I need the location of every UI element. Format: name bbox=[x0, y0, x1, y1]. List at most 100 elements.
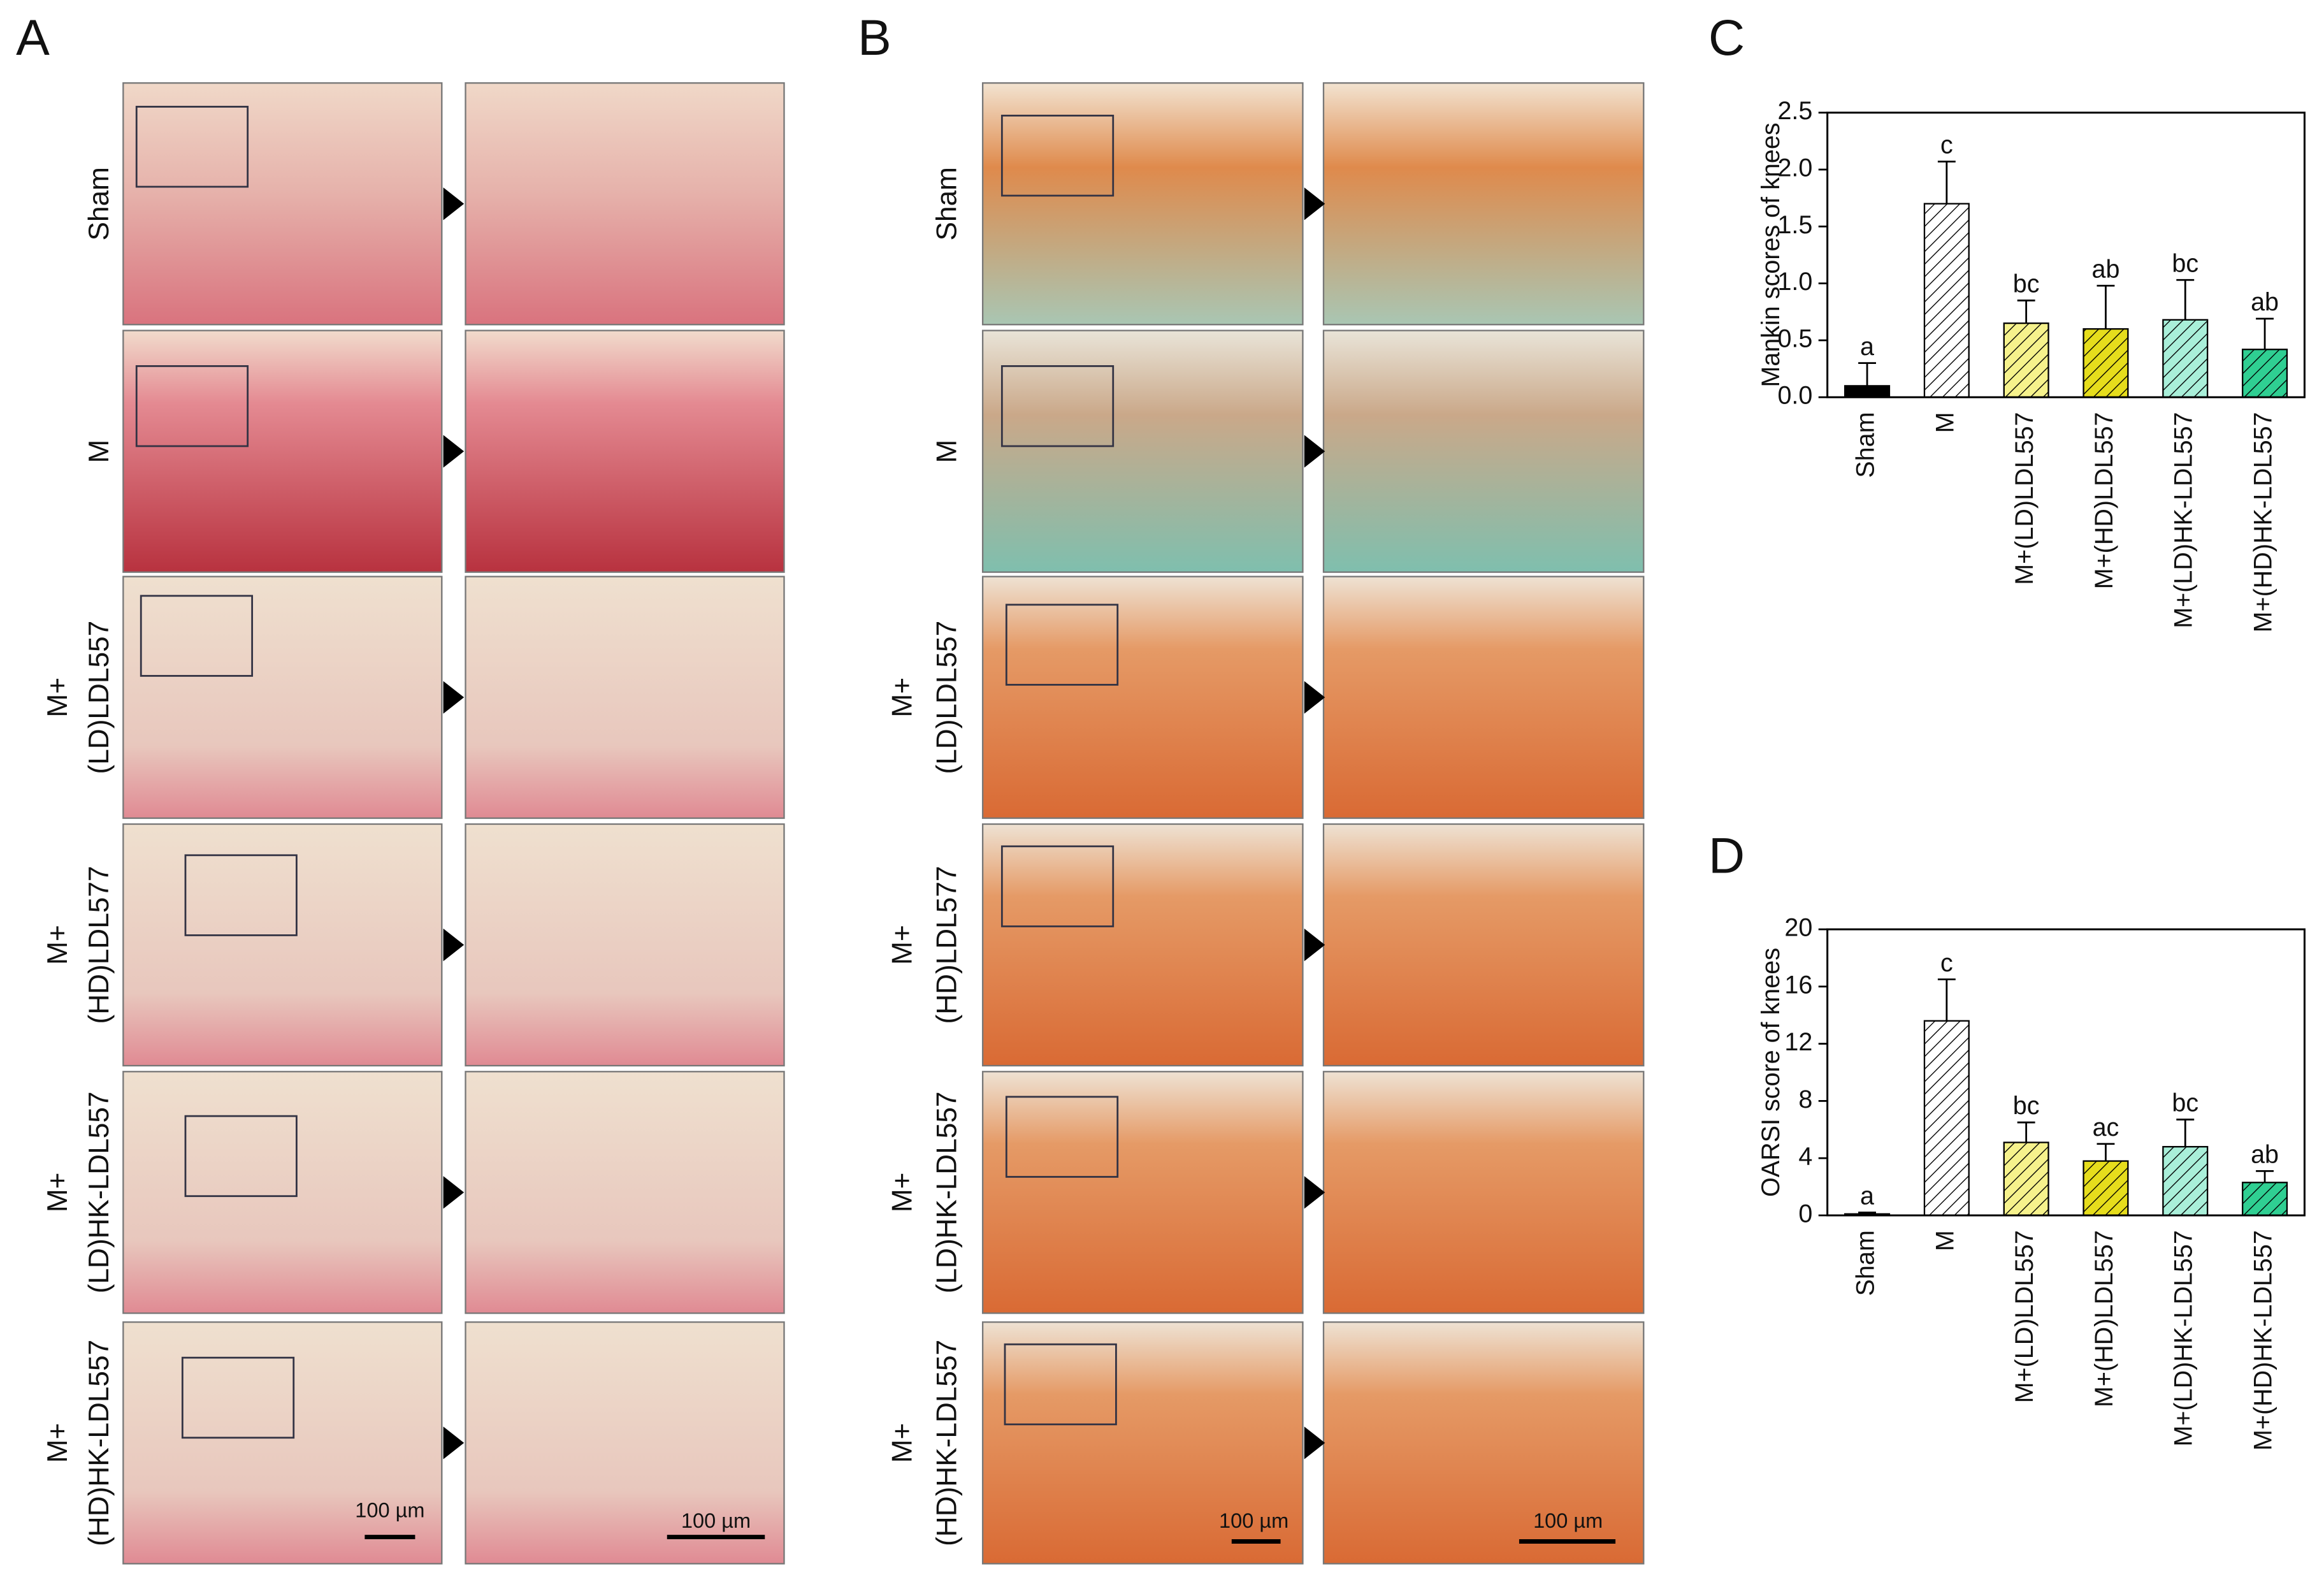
error-bar bbox=[2256, 1170, 2274, 1183]
micrograph bbox=[122, 1071, 443, 1314]
zoom-arrow bbox=[443, 435, 465, 468]
row-label: M+ bbox=[887, 925, 918, 965]
y-tick-label: 0 bbox=[1798, 1199, 1812, 1228]
bar bbox=[1844, 385, 1891, 398]
micrograph bbox=[465, 330, 785, 573]
error-bar bbox=[1858, 362, 1877, 386]
row-label: (HD)HK-LDL557 bbox=[931, 1340, 962, 1546]
zoom-box bbox=[135, 365, 249, 447]
y-tick-label: 2.5 bbox=[1777, 97, 1812, 125]
error-bar bbox=[1937, 161, 1956, 204]
micrograph bbox=[981, 330, 1304, 573]
micrograph bbox=[1322, 576, 1645, 819]
y-tick-label: 16 bbox=[1784, 971, 1812, 999]
zoom-arrow bbox=[443, 681, 465, 714]
row-label: (HD)LDL577 bbox=[931, 866, 962, 1024]
zoom-box bbox=[184, 1115, 298, 1198]
micrograph bbox=[1322, 330, 1645, 573]
micrograph bbox=[465, 823, 785, 1067]
y-tick-label: 2.0 bbox=[1777, 154, 1812, 182]
zoom-arrow bbox=[1304, 1426, 1325, 1460]
bar bbox=[2162, 1146, 2209, 1217]
y-axis-label: OARSI score of knees bbox=[1757, 948, 1785, 1197]
significance-letter: a bbox=[1860, 1182, 1874, 1210]
x-tick-label: Sham bbox=[1851, 1230, 1879, 1296]
error-bar bbox=[2176, 279, 2195, 320]
significance-letter: ab bbox=[2091, 255, 2119, 283]
zoom-box bbox=[1005, 604, 1119, 686]
significance-letter: c bbox=[1940, 949, 1953, 977]
zoom-arrow bbox=[443, 1426, 465, 1460]
panel-label: B bbox=[858, 9, 891, 66]
row-label: (LD)HK-LDL557 bbox=[931, 1092, 962, 1294]
bar bbox=[2162, 319, 2209, 398]
bar bbox=[2082, 1160, 2129, 1217]
micrograph bbox=[465, 576, 785, 819]
significance-letter: bc bbox=[2172, 249, 2198, 277]
bar bbox=[2242, 1182, 2288, 1217]
micrograph bbox=[122, 330, 443, 573]
bar bbox=[2242, 349, 2288, 398]
y-tick-label: 0.0 bbox=[1777, 382, 1812, 410]
micrograph bbox=[465, 82, 785, 326]
micrograph bbox=[981, 82, 1304, 326]
bar bbox=[2003, 322, 2049, 398]
bar bbox=[1923, 1020, 1970, 1217]
y-axis-label: Mankin scores of knees bbox=[1757, 122, 1785, 387]
zoom-arrow bbox=[443, 928, 465, 962]
x-tick-label: M bbox=[1931, 412, 1959, 433]
row-label: M+ bbox=[42, 925, 73, 965]
row-label: Sham bbox=[931, 167, 962, 240]
row-label: (LD)LDL557 bbox=[931, 621, 962, 774]
zoom-arrow bbox=[1304, 187, 1325, 221]
x-tick-label: M bbox=[1931, 1230, 1959, 1251]
y-tick-label: 20 bbox=[1784, 914, 1812, 942]
y-tick-label: 4 bbox=[1798, 1143, 1812, 1171]
row-label: (HD)HK-LDL557 bbox=[83, 1340, 115, 1546]
error-bar bbox=[2097, 1143, 2115, 1161]
zoom-box bbox=[181, 1356, 295, 1439]
micrograph bbox=[122, 1321, 443, 1565]
scale-bar-label: 100 µm bbox=[1219, 1509, 1288, 1532]
error-bar bbox=[1937, 978, 1956, 1021]
row-label: M bbox=[83, 440, 115, 463]
bar bbox=[2003, 1142, 2049, 1217]
bar bbox=[2082, 328, 2129, 398]
scale-bar-label: 100 µm bbox=[355, 1499, 424, 1522]
significance-letter: ab bbox=[2251, 288, 2279, 316]
row-label: M+ bbox=[887, 678, 918, 718]
zoom-arrow bbox=[1304, 1176, 1325, 1209]
micrograph bbox=[465, 1071, 785, 1314]
micrograph bbox=[465, 1321, 785, 1565]
panel-label: A bbox=[16, 9, 50, 66]
zoom-box bbox=[1000, 365, 1115, 447]
micrograph bbox=[981, 1321, 1304, 1565]
micrograph bbox=[122, 823, 443, 1067]
row-label: (HD)LDL577 bbox=[83, 866, 115, 1024]
zoom-box bbox=[1004, 1343, 1117, 1426]
y-tick-label: 0.5 bbox=[1777, 324, 1812, 352]
x-tick-label: M+(HD)LDL557 bbox=[2090, 1230, 2118, 1407]
row-label: M bbox=[931, 440, 962, 463]
zoom-arrow bbox=[1304, 681, 1325, 714]
y-tick-label: 12 bbox=[1784, 1028, 1812, 1056]
panel-label: D bbox=[1708, 827, 1745, 884]
y-tick-label: 1.0 bbox=[1777, 268, 1812, 296]
micrograph bbox=[122, 576, 443, 819]
micrograph bbox=[981, 576, 1304, 819]
y-tick-label: 8 bbox=[1798, 1085, 1812, 1113]
row-label: (LD)LDL557 bbox=[83, 621, 115, 774]
significance-letter: bc bbox=[2013, 270, 2040, 298]
y-tick-label: 1.5 bbox=[1777, 211, 1812, 239]
x-tick-label: M+(HD)HK-LDL557 bbox=[2249, 412, 2277, 632]
significance-letter: c bbox=[1940, 131, 1953, 159]
x-tick-label: M+(HD)LDL557 bbox=[2090, 412, 2118, 589]
micrograph bbox=[981, 823, 1304, 1067]
micrograph bbox=[1322, 1071, 1645, 1314]
zoom-arrow bbox=[443, 187, 465, 221]
x-tick-label: M+(LD)HK-LDL557 bbox=[2170, 1230, 2198, 1446]
row-label: (LD)HK-LDL557 bbox=[83, 1092, 115, 1294]
zoom-box bbox=[140, 595, 254, 677]
significance-letter: a bbox=[1860, 333, 1874, 361]
